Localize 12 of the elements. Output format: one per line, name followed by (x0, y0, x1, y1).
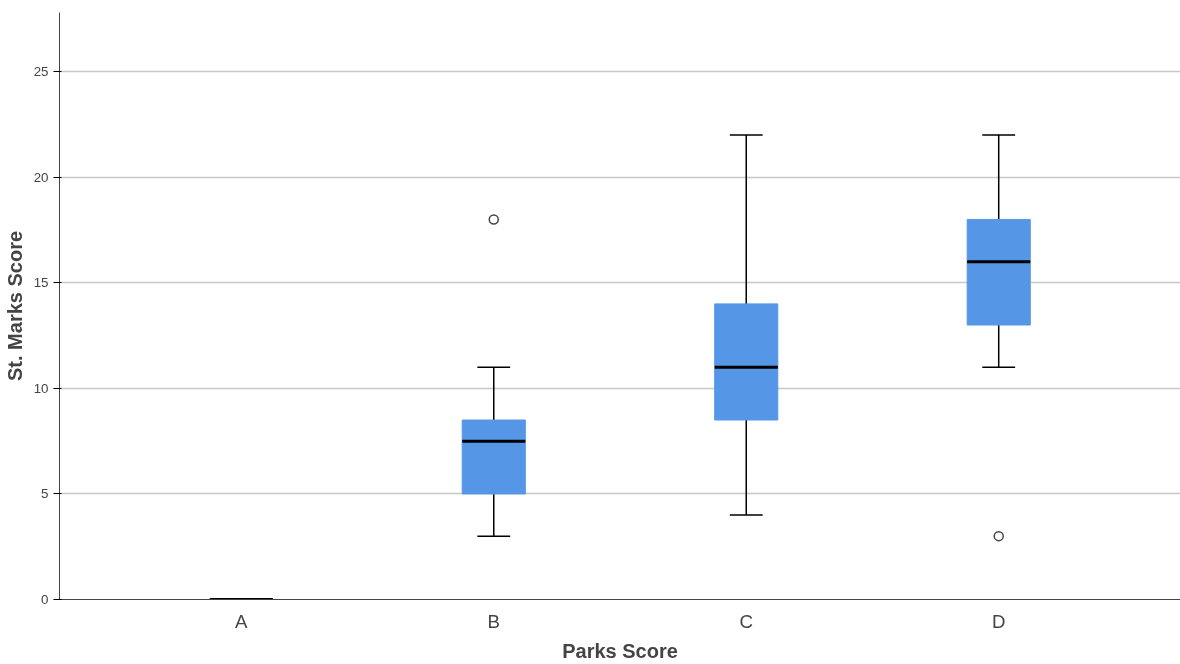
y-tick-label: 10 (33, 380, 49, 396)
y-tick-label: 25 (33, 64, 49, 80)
y-axis-title: St. Marks Score (3, 230, 26, 382)
y-tick-label: 20 (33, 169, 49, 185)
x-axis-title: Parks Score (562, 639, 678, 662)
y-tick-label: 5 (41, 486, 49, 502)
y-tick-label: 0 (41, 592, 49, 607)
x-tick-label: D (991, 610, 1006, 632)
x-tick-label: B (487, 610, 500, 632)
x-tick-label: A (235, 610, 249, 632)
y-tick-label: 15 (33, 275, 49, 291)
x-tick-label: C (739, 610, 753, 632)
